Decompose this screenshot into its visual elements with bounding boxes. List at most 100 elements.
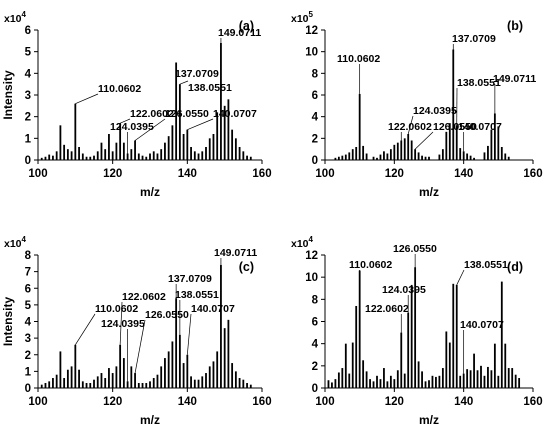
peak-annotation-label: 124.0395 [382,284,426,296]
peak-bar [201,376,204,388]
scale-multiplier: x105 [291,10,314,25]
y-tick-label: 6 [25,283,31,295]
peak-bar [231,129,234,160]
peak-bar [100,373,103,388]
peak-bar [115,142,118,160]
peak-bar [78,369,80,388]
y-tick-label: 10 [305,47,318,59]
peak-bar [100,142,103,160]
peak-bar [473,157,475,160]
peak-bar [358,270,361,388]
peak-bar [344,154,347,160]
y-tick-label: 8 [312,294,319,306]
peak-bar [74,344,77,388]
peak-bar [160,366,163,388]
y-tick-label: 2 [25,112,31,124]
peak-annotation-label: 137.0709 [452,33,496,45]
y-tick-label: 0 [312,155,318,167]
annotation-leader-line [134,319,146,374]
x-tick-label: 100 [315,396,334,408]
peak-bar [393,379,396,388]
peak-bar [149,153,151,160]
peak-bar [227,319,230,388]
peak-bar [70,366,73,388]
annotation-leader-line [75,93,99,104]
peak-bar [152,378,155,388]
x-axis-label: m/z [140,185,160,199]
peak-bar [469,155,472,160]
peak-bar [130,149,133,160]
peak-bar [63,378,66,388]
peak-bar [511,368,514,388]
peak-bar [448,123,451,160]
chart-panel-a: 0 1 2 3 4 5 6 100 120 140 160 m/z Intensity x104 110.0… [1,10,272,199]
peak-bar [182,134,185,160]
peak-bar [455,284,458,388]
peak-bar [81,381,84,388]
peak-bar [234,138,237,160]
peak-bar [171,341,174,388]
peak-bar [66,149,69,160]
peak-bar [220,264,222,388]
peak-bar [473,353,475,388]
peak-bar [379,379,382,388]
peak-bar [417,361,420,388]
peak-annotation-label: 138.0551 [464,259,508,271]
peak-bar [197,379,200,388]
peak-bar [85,383,88,388]
peak-bar [145,383,148,388]
x-axis-label: m/z [419,413,439,427]
x-tick-label: 100 [315,168,334,180]
annotation-leader-line [179,80,189,85]
peak-annotation-label: 110.0602 [349,259,392,271]
peak-bar [74,103,77,160]
peak-bar [452,49,455,160]
peak-bar [438,375,441,388]
panel-label: (c) [239,260,254,274]
peak-bar [134,373,136,388]
chart-panel-b: 0 2 4 6 8 10 12 100 120 140 160 m/z x105 110.0602 124.… [291,10,543,199]
peak-bar [111,373,114,388]
peak-bar [70,151,73,160]
peak-bar [231,363,234,388]
peak-bar [212,361,215,388]
peak-bar [190,376,192,388]
y-tick-label: 1 [25,366,32,378]
peak-bar [223,328,226,388]
annotation-leader-line [119,118,131,124]
peak-bar [331,382,333,388]
peak-bar [126,153,129,160]
peak-bar [337,372,340,388]
peak-bar [186,129,189,160]
annotation-leader-line [456,269,465,286]
peak-bar [126,381,129,388]
x-tick-label: 160 [523,168,542,180]
y-tick-label: 2 [312,133,318,145]
peak-bar [490,129,493,160]
peak-annotation-label: 110.0602 [337,53,380,65]
peak-bar [85,156,88,160]
peak-bar [462,373,465,388]
peak-annotation-label: 137.0709 [175,68,219,80]
peak-bar [119,123,122,160]
peak-bar [149,381,151,388]
peak-bar [141,383,144,388]
peak-bar [205,147,207,160]
y-tick-label: 4 [312,112,319,124]
peak-bar [518,378,521,388]
peak-bar [469,370,472,388]
peak-bar [141,155,144,160]
peak-bar [452,283,455,388]
peak-bar [421,155,423,160]
peak-bar [52,155,54,160]
peak-bar [421,371,423,388]
peak-annotation-label: 110.0602 [95,303,138,315]
peak-bar [386,153,389,160]
peak-bar [160,149,163,160]
y-tick-label: 1 [25,133,32,145]
x-tick-label: 160 [523,396,542,408]
peak-bar [246,383,248,388]
peak-bar [52,378,54,388]
panel-label: (a) [239,19,254,33]
peak-bar [96,151,99,160]
